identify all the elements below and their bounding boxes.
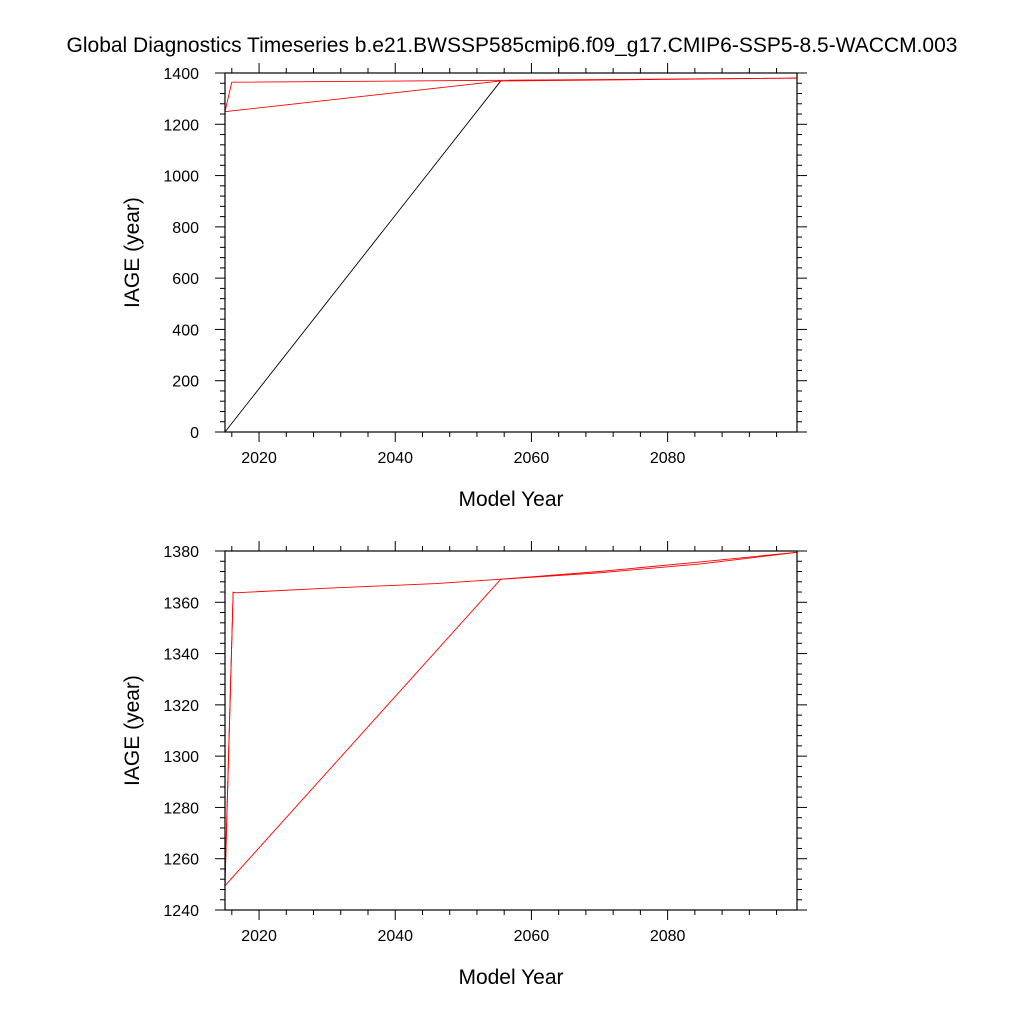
x-tick-label: 2060 (514, 928, 550, 945)
series-line-0-1 (224, 77, 798, 112)
page-title: Global Diagnostics Timeseries b.e21.BWSS… (66, 34, 958, 57)
x-axis-label: Model Year (458, 966, 563, 989)
y-axis-label: IAGE (year) (121, 197, 144, 308)
y-tick-label: 800 (172, 220, 199, 237)
series-line-1-0 (224, 551, 798, 885)
y-tick-label: 1240 (163, 903, 199, 920)
series-line-1-1 (224, 551, 798, 886)
bottom-panel: 2020 2040 2060 2080 1240 1260 1280 1300 1320 1340… (121, 541, 807, 989)
y-tick-label: 1380 (163, 544, 199, 561)
series-line-0-0 (224, 80, 502, 433)
y-tick-label: 1320 (163, 698, 199, 715)
y-tick-label: 400 (172, 322, 199, 339)
x-tick-label: 2080 (650, 450, 686, 467)
y-axis-label: IAGE (year) (121, 675, 144, 786)
x-tick-label: 2060 (514, 450, 550, 467)
x-tick-label: 2080 (650, 928, 686, 945)
x-tick-label: 2040 (377, 450, 413, 467)
y-tick-label: 1400 (163, 66, 199, 83)
y-tick-label: 0 (190, 425, 199, 442)
y-tick-label: 1340 (163, 647, 199, 664)
x-tick-label: 2020 (241, 450, 277, 467)
y-tick-label: 200 (172, 374, 199, 391)
plot-frame (224, 72, 798, 433)
top-panel: 2020 2040 2060 2080 0 200 400 600 800 1000 1200 140… (121, 63, 807, 511)
plot-frame (224, 550, 798, 911)
x-tick-label: 2040 (377, 928, 413, 945)
y-tick-label: 1200 (163, 117, 199, 134)
series-line-1-2 (224, 592, 234, 886)
y-tick-label: 600 (172, 271, 199, 288)
y-tick-label: 1300 (163, 749, 199, 766)
y-tick-label: 1280 (163, 800, 199, 817)
x-axis-label: Model Year (458, 488, 563, 511)
x-tick-label: 2020 (241, 928, 277, 945)
y-tick-label: 1000 (163, 169, 199, 186)
y-tick-label: 1260 (163, 852, 199, 869)
y-tick-label: 1360 (163, 595, 199, 612)
